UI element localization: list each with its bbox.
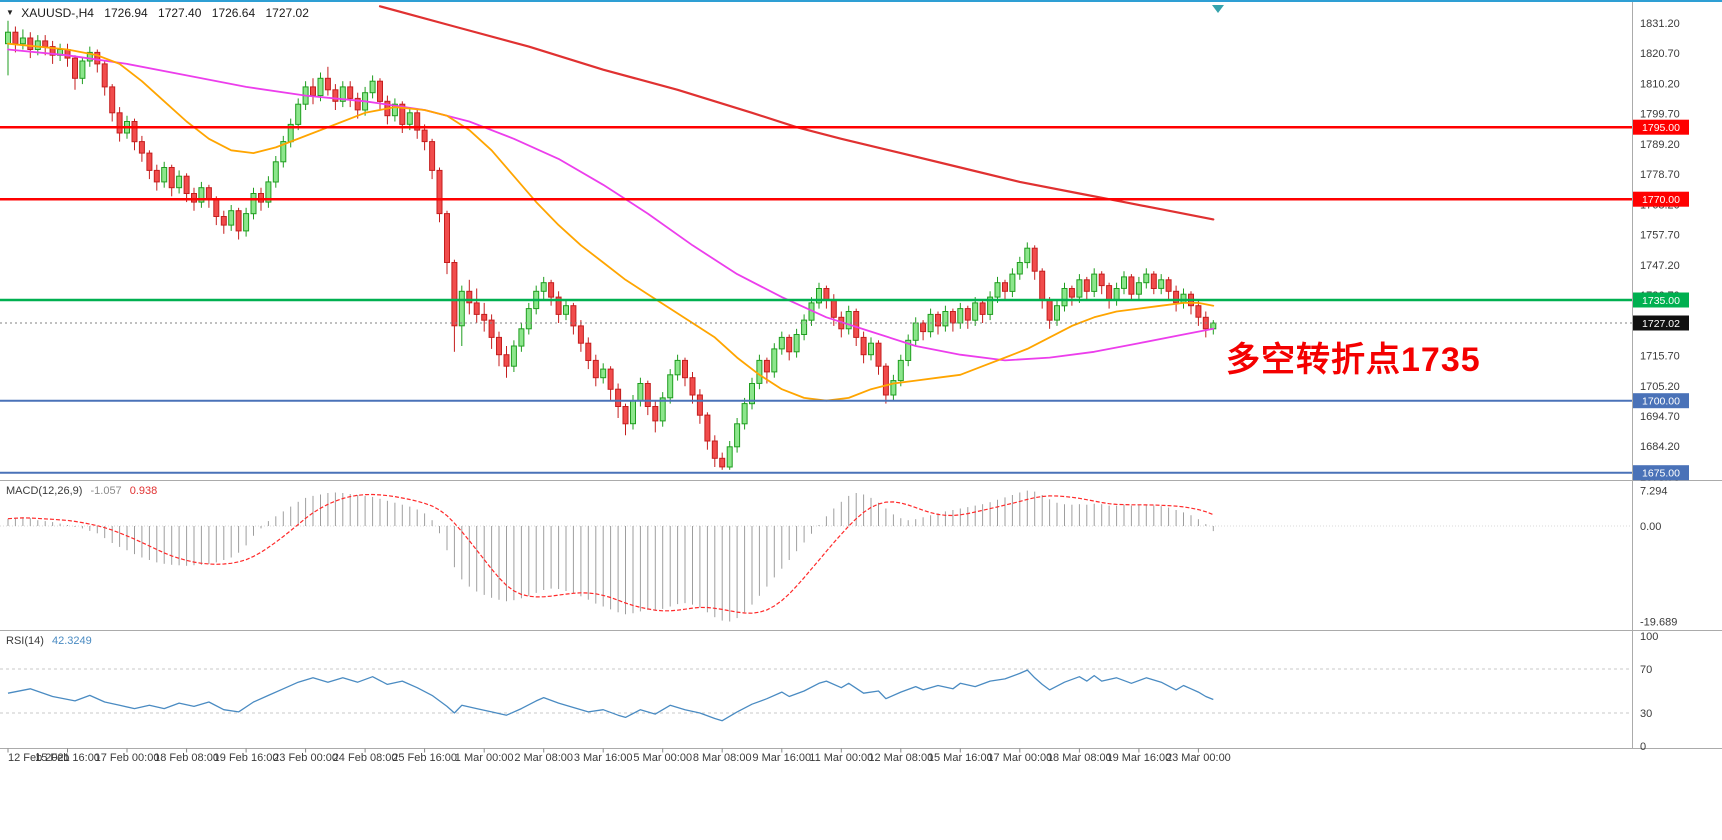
candlestick-series xyxy=(5,20,1217,470)
price-level-badges: 1795.00 1770.00 1735.00 1700.00 1675.00 1727.… xyxy=(1633,119,1689,481)
rsi-name: RSI(14) xyxy=(6,635,44,647)
svg-text:100: 100 xyxy=(1640,631,1658,643)
chart-shift-marker-icon xyxy=(1212,5,1224,13)
ohlc-low: 1726.64 xyxy=(211,6,256,20)
svg-text:1831.20: 1831.20 xyxy=(1640,18,1680,30)
svg-text:1715.70: 1715.70 xyxy=(1640,351,1680,363)
svg-text:7.294: 7.294 xyxy=(1640,486,1668,498)
svg-text:1789.20: 1789.20 xyxy=(1640,139,1680,151)
svg-text:1684.20: 1684.20 xyxy=(1640,441,1680,453)
macd-indicator-label: MACD(12,26,9) -1.057 0.938 xyxy=(6,485,162,497)
svg-text:1675.00: 1675.00 xyxy=(1642,468,1680,480)
svg-text:5 Mar 00:00: 5 Mar 00:00 xyxy=(633,752,692,764)
svg-text:1727.02: 1727.02 xyxy=(1642,318,1680,330)
svg-text:23 Feb 00:00: 23 Feb 00:00 xyxy=(273,752,338,764)
svg-text:9 Mar 16:00: 9 Mar 16:00 xyxy=(752,752,811,764)
svg-text:0.00: 0.00 xyxy=(1640,521,1661,533)
macd-name: MACD(12,26,9) xyxy=(6,485,83,497)
svg-text:1694.70: 1694.70 xyxy=(1640,411,1680,423)
svg-text:15 Mar 16:00: 15 Mar 16:00 xyxy=(928,752,993,764)
ohlc-high: 1727.40 xyxy=(158,6,202,20)
rsi-indicator-label: RSI(14) 42.3249 xyxy=(6,635,97,647)
svg-text:15 Feb 16:00: 15 Feb 16:00 xyxy=(35,752,100,764)
svg-text:11 Mar 00:00: 11 Mar 00:00 xyxy=(809,752,873,764)
macd-signal-value: 0.938 xyxy=(129,485,158,497)
ma-red-line xyxy=(378,5,1215,221)
svg-text:1778.70: 1778.70 xyxy=(1640,169,1680,181)
svg-text:1820.70: 1820.70 xyxy=(1640,48,1680,60)
horizontal-level-lines[interactable] xyxy=(0,125,1632,474)
ma-magenta-line xyxy=(7,48,1215,362)
panel-separators xyxy=(0,2,1722,749)
svg-text:18 Mar 08:00: 18 Mar 08:00 xyxy=(1047,752,1112,764)
rsi-value: 42.3249 xyxy=(51,635,92,647)
svg-text:1810.20: 1810.20 xyxy=(1640,78,1680,90)
svg-text:-19.689: -19.689 xyxy=(1640,616,1677,628)
svg-text:8 Mar 08:00: 8 Mar 08:00 xyxy=(693,752,752,764)
chart-title: ▼ XAUUSD-,H4 1726.94 1727.40 1726.64 172… xyxy=(6,6,316,20)
macd-panel[interactable] xyxy=(0,490,1632,622)
svg-text:1795.00: 1795.00 xyxy=(1642,122,1680,134)
svg-text:23 Mar 00:00: 23 Mar 00:00 xyxy=(1166,752,1231,764)
svg-text:1747.20: 1747.20 xyxy=(1640,260,1680,272)
svg-text:1 Mar 00:00: 1 Mar 00:00 xyxy=(455,752,514,764)
svg-text:19 Mar 16:00: 19 Mar 16:00 xyxy=(1106,752,1171,764)
macd-main-value: -1.057 xyxy=(90,485,122,497)
svg-text:70: 70 xyxy=(1640,664,1652,676)
svg-text:1770.00: 1770.00 xyxy=(1642,194,1680,206)
svg-text:25 Feb 16:00: 25 Feb 16:00 xyxy=(392,752,457,764)
svg-text:1757.70: 1757.70 xyxy=(1640,230,1680,242)
svg-text:0: 0 xyxy=(1640,741,1646,753)
svg-text:1735.00: 1735.00 xyxy=(1642,295,1680,307)
svg-text:1705.20: 1705.20 xyxy=(1640,381,1680,393)
svg-text:1799.70: 1799.70 xyxy=(1640,109,1680,121)
svg-text:18 Feb 08:00: 18 Feb 08:00 xyxy=(154,752,219,764)
svg-text:12 Feb 2021: 12 Feb 2021 xyxy=(8,752,70,764)
svg-text:1700.00: 1700.00 xyxy=(1642,396,1680,408)
svg-text:30: 30 xyxy=(1640,708,1652,720)
svg-text:19 Feb 16:00: 19 Feb 16:00 xyxy=(214,752,279,764)
svg-text:2 Mar 08:00: 2 Mar 08:00 xyxy=(514,752,573,764)
svg-text:24 Feb 08:00: 24 Feb 08:00 xyxy=(333,752,398,764)
ohlc-open: 1726.94 xyxy=(104,6,148,20)
svg-text:17 Feb 00:00: 17 Feb 00:00 xyxy=(95,752,160,764)
svg-text:3 Mar 16:00: 3 Mar 16:00 xyxy=(574,752,633,764)
svg-text:12 Mar 08:00: 12 Mar 08:00 xyxy=(868,752,933,764)
ohlc-close: 1727.02 xyxy=(265,6,309,20)
symbol-timeframe: XAUUSD-,H4 xyxy=(21,6,94,20)
rsi-panel[interactable] xyxy=(0,668,1632,722)
svg-text:17 Mar 00:00: 17 Mar 00:00 xyxy=(987,752,1052,764)
symbol-dropdown-icon[interactable]: ▼ xyxy=(6,8,14,17)
ma-orange-line xyxy=(7,42,1215,402)
annotation-text: 多空转折点1735 xyxy=(1226,341,1481,379)
